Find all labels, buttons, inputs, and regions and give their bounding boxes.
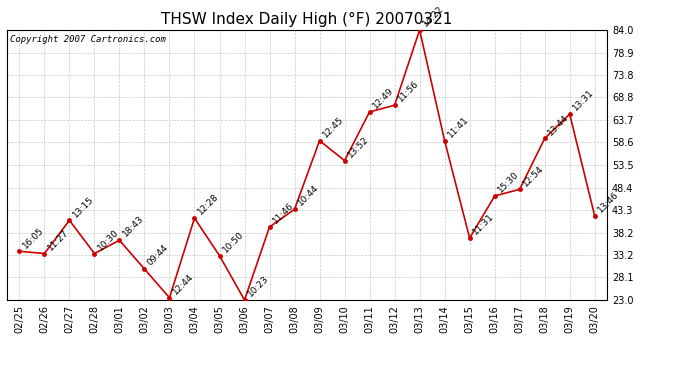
Text: 11:27: 11:27 [46,228,70,252]
Title: THSW Index Daily High (°F) 20070321: THSW Index Daily High (°F) 20070321 [161,12,453,27]
Text: 13:52: 13:52 [346,135,371,159]
Text: 13:15: 13:15 [71,194,95,219]
Text: 13:44: 13:44 [546,112,571,137]
Text: 10:23: 10:23 [246,274,270,298]
Text: 12:28: 12:28 [196,192,220,217]
Text: 11:31: 11:31 [471,212,495,237]
Text: 18:43: 18:43 [121,214,146,239]
Text: 12:54: 12:54 [521,164,546,188]
Text: 13:46: 13:46 [596,190,620,214]
Text: 10:50: 10:50 [221,230,246,254]
Text: 14:22: 14:22 [421,4,445,28]
Text: 09:44: 09:44 [146,243,170,268]
Text: 12:44: 12:44 [171,272,195,296]
Text: 12:49: 12:49 [371,86,395,111]
Text: 10:44: 10:44 [296,183,320,208]
Text: 11:46: 11:46 [271,201,295,226]
Text: Copyright 2007 Cartronics.com: Copyright 2007 Cartronics.com [10,35,166,44]
Text: 13:31: 13:31 [571,88,595,113]
Text: 10:30: 10:30 [96,228,121,252]
Text: 15:30: 15:30 [496,170,521,195]
Text: 11:56: 11:56 [396,79,421,104]
Text: 12:45: 12:45 [321,115,346,139]
Text: 11:41: 11:41 [446,115,471,139]
Text: 16:05: 16:05 [21,225,46,250]
